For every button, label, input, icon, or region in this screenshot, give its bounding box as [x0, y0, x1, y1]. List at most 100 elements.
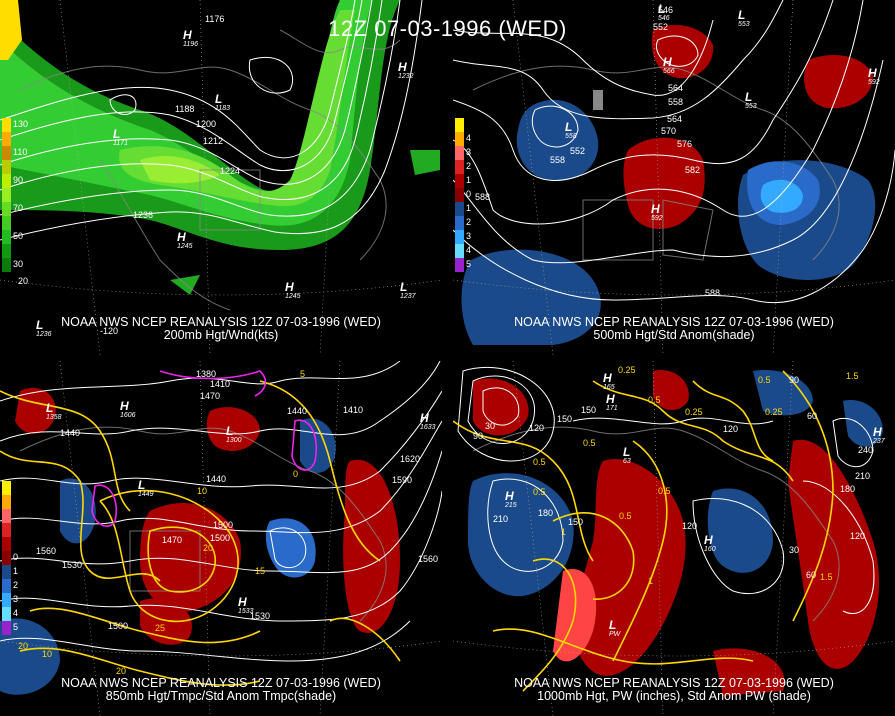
pw-label: 1	[648, 576, 654, 586]
legend-swatch	[455, 230, 464, 244]
legend-entry	[2, 495, 26, 509]
legend-swatch	[2, 174, 11, 188]
contour-label: 60	[807, 411, 818, 421]
contour-label: 1176	[205, 14, 225, 24]
contour-label: 30	[485, 421, 496, 431]
center-letter: L	[400, 280, 408, 294]
center-letter: H	[177, 230, 186, 244]
legend-500mb: 4 3 2 1 0 1 2 3 4 5	[455, 118, 479, 272]
pw-label: 0.5	[619, 511, 632, 521]
contour-label: 210	[855, 471, 871, 481]
center-letter: H	[651, 202, 660, 216]
legend-label: 3	[13, 594, 19, 604]
center-letter: H	[285, 280, 294, 294]
pressure-center: L 553	[738, 8, 750, 28]
center-letter: L	[138, 478, 146, 492]
legend-entry: 1	[455, 202, 479, 216]
center-letter: L	[36, 318, 44, 332]
panel-caption: NOAA NWS NCEP REANALYSIS 12Z 07-03-1996 …	[514, 676, 834, 690]
panel-500mb: 4 3 2 1 0 1 2 3 4 5 H 566 H 592 H 592 L 546 …	[453, 0, 895, 355]
legend-swatch	[2, 230, 11, 244]
contour-label: 1500	[210, 533, 231, 543]
map-200mb	[0, 0, 442, 355]
pressure-center: L 558	[565, 120, 577, 140]
center-value: 1196	[183, 41, 199, 48]
legend-label: 1	[466, 203, 472, 213]
center-value: 546	[658, 15, 670, 22]
legend-swatch	[2, 160, 11, 174]
legend-entry	[2, 509, 26, 523]
contour-label: 1470	[200, 391, 221, 401]
panel-200mb: 130 110 90 70 50 30 20 -120 H 1196 H 1232 …	[0, 0, 442, 355]
center-letter: H	[398, 60, 407, 74]
legend-entry: 2	[455, 160, 479, 174]
legend-entry	[2, 523, 26, 537]
pressure-center: H 237	[873, 425, 885, 445]
pressure-center: H 566	[663, 55, 675, 75]
pressure-center: H 160	[704, 533, 716, 553]
contour-label: 576	[677, 139, 693, 149]
legend-entry: 90	[2, 174, 26, 188]
legend-entry: 130	[2, 118, 28, 132]
map-850mb	[0, 361, 442, 716]
contour-label: 90	[789, 375, 800, 385]
pressure-center: H 1533	[238, 595, 254, 615]
temp-label: 15	[255, 566, 266, 576]
contour-label: 1530	[250, 611, 271, 621]
temp-label: 20	[203, 543, 214, 553]
contour-label: 546	[658, 5, 674, 15]
legend-entry: 4	[455, 132, 479, 146]
panel-caption: NOAA NWS NCEP REANALYSIS 12Z 07-03-1996 …	[61, 676, 381, 690]
contour-label: 1470	[162, 535, 183, 545]
legend-swatch	[2, 593, 11, 607]
contour-label: 1500	[213, 520, 234, 530]
legend-swatch	[2, 523, 11, 537]
center-letter: H	[868, 66, 877, 80]
legend-entry: 70	[2, 202, 26, 216]
contour-label: 1530	[62, 560, 83, 570]
legend-entry	[2, 216, 26, 230]
center-letter: H	[120, 399, 129, 413]
legend-label: 2	[466, 161, 472, 171]
legend-label: 2	[466, 217, 472, 227]
legend-entry: 50	[2, 230, 26, 244]
legend-swatch	[2, 188, 11, 202]
contour-label: 588	[705, 288, 721, 298]
legend-label: 5	[466, 259, 472, 269]
temp-label: 5	[300, 369, 306, 379]
legend-label: 90	[13, 175, 24, 185]
temp-label: 10	[42, 649, 53, 659]
legend-entry: 3	[455, 230, 479, 244]
contour-label: 1440	[206, 474, 227, 484]
map-500mb	[453, 0, 895, 355]
legend-swatch	[455, 244, 464, 258]
center-value: 553	[745, 103, 757, 110]
legend-swatch	[2, 551, 11, 565]
contour-label: 1410	[343, 405, 364, 415]
panel-850mb: 0 1 2 3 4 5 H 1606 H 1633 H 1533 L 1358 L 144…	[0, 361, 442, 716]
pressure-center: L 1358	[46, 401, 62, 421]
pressure-center: H 592	[651, 202, 663, 222]
legend-swatch	[2, 244, 11, 258]
panel-1000mb: H 165 H 171 H 215 H 237 H 160 L 63 L PW 90 30 1…	[453, 361, 895, 716]
lat-tick: 20	[18, 276, 29, 286]
pressure-center: L 1183	[215, 92, 230, 112]
legend-entry	[2, 132, 26, 146]
legend-swatch	[455, 174, 464, 188]
legend-swatch	[2, 202, 11, 216]
legend-entry: 5	[455, 258, 479, 272]
legend-entry	[2, 481, 26, 495]
center-letter: L	[215, 92, 223, 106]
panel-caption: NOAA NWS NCEP REANALYSIS 12Z 07-03-1996 …	[514, 315, 834, 329]
center-value: 553	[738, 21, 750, 28]
legend-label: 0	[13, 552, 19, 562]
pressure-center: L 1449	[138, 478, 154, 498]
temp-label: 0	[293, 469, 299, 479]
legend-entry: 1	[455, 174, 479, 188]
contour-label: 60	[806, 570, 817, 580]
map-1000mb	[453, 361, 895, 716]
center-letter: H	[505, 489, 514, 503]
center-value: 160	[704, 546, 716, 553]
legend-swatch	[455, 118, 464, 132]
contour-label: 150	[557, 414, 573, 424]
